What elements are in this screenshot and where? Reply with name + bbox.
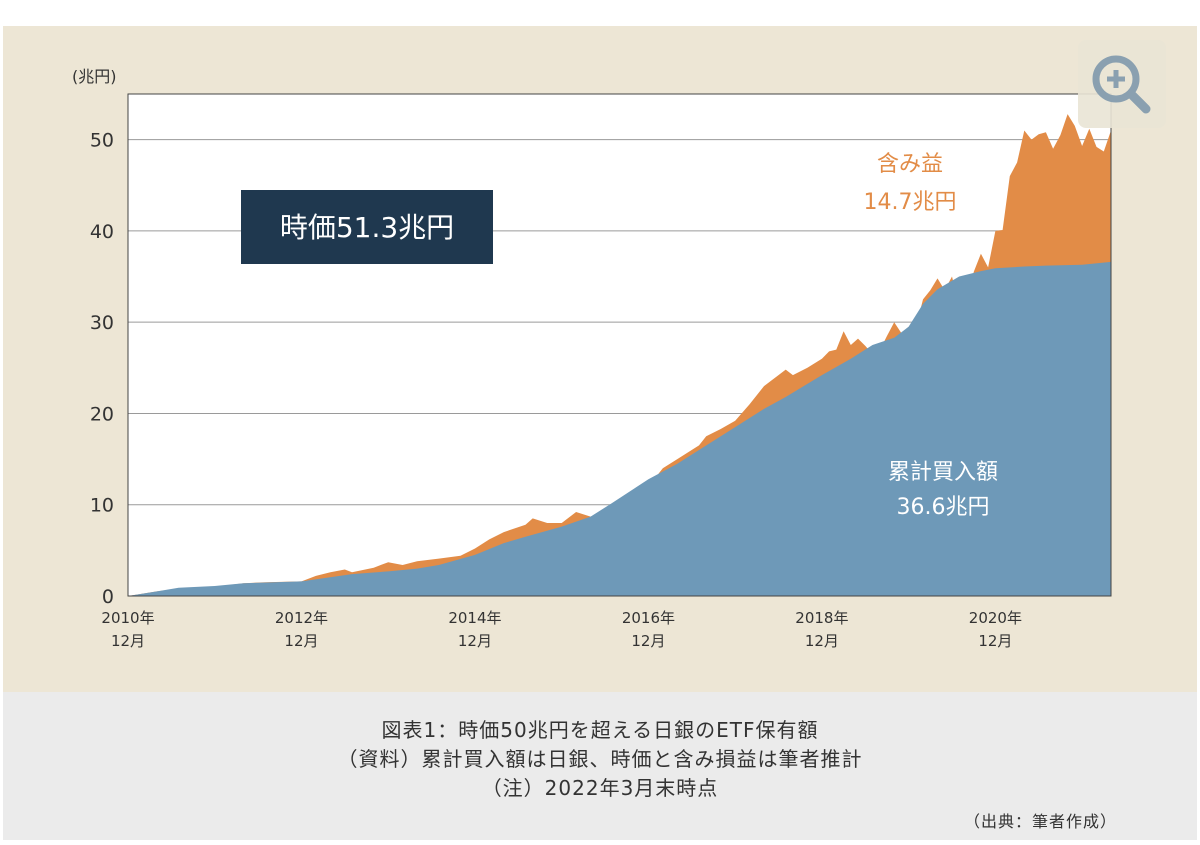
y-axis-label: (兆円) <box>72 67 117 86</box>
x-tick-label-year: 2020年 <box>969 609 1022 627</box>
total-value-box: 時価51.3兆円 <box>241 190 493 264</box>
total-value-box-bg <box>241 190 493 264</box>
y-tick-label: 0 <box>102 586 114 608</box>
x-tick-label-month: 12月 <box>458 632 492 650</box>
y-tick-label: 20 <box>90 403 114 425</box>
x-tick-label-month: 12月 <box>978 632 1012 650</box>
y-tick-label: 40 <box>90 221 114 243</box>
zoom-button[interactable] <box>1078 40 1166 128</box>
zoom-in-icon <box>1092 55 1151 114</box>
cumulative-purchase-label: 累計買入額 <box>888 460 998 485</box>
x-tick-label-month: 12月 <box>805 632 839 650</box>
etf-holdings-area-chart: 0 10 20 30 40 50 2010年 12月 2012年 12月 2014年 12月 2016… <box>72 67 1112 650</box>
chart-panel: 0 10 20 30 40 50 2010年 12月 2012年 12月 2014年 12月 2016… <box>3 26 1197 692</box>
figure-credit: （出典：筆者作成） <box>963 812 1117 831</box>
figure-title: 図表1：時価50兆円を超える日銀のETF保有額 <box>381 718 819 742</box>
cumulative-purchase-value: 36.6兆円 <box>897 495 990 520</box>
y-axis-ticks: 0 10 20 30 40 50 <box>90 130 114 608</box>
unrealized-gain-label: 含み益 <box>877 152 943 177</box>
area-series <box>128 114 1111 596</box>
x-tick-label-year: 2010年 <box>101 609 154 627</box>
figure-date-note: （注）2022年3月末時点 <box>481 776 719 800</box>
x-tick-label-year: 2016年 <box>622 609 675 627</box>
y-tick-label: 30 <box>90 312 114 334</box>
y-tick-label: 50 <box>90 130 114 152</box>
x-axis-ticks: 2010年 12月 2012年 12月 2014年 12月 2016年 12月 2018年 12月… <box>101 609 1022 650</box>
x-tick-label-month: 12月 <box>631 632 665 650</box>
x-tick-label-month: 12月 <box>284 632 318 650</box>
caption-panel: 図表1：時価50兆円を超える日銀のETF保有額 （資料）累計買入額は日銀、時価と… <box>3 692 1197 840</box>
x-tick-label-year: 2018年 <box>795 609 848 627</box>
x-tick-label-year: 2014年 <box>448 609 501 627</box>
y-tick-label: 10 <box>90 495 114 517</box>
plot-border <box>127 93 1112 597</box>
area-cumulative-purchase <box>128 261 1111 596</box>
total-value-label: 時価51.3兆円 <box>280 211 454 244</box>
x-tick-label-year: 2012年 <box>275 609 328 627</box>
x-tick-label-month: 12月 <box>111 632 145 650</box>
figure-source-note: （資料）累計買入額は日銀、時価と含み損益は筆者推計 <box>337 747 863 771</box>
unrealized-gain-value: 14.7兆円 <box>864 190 957 215</box>
